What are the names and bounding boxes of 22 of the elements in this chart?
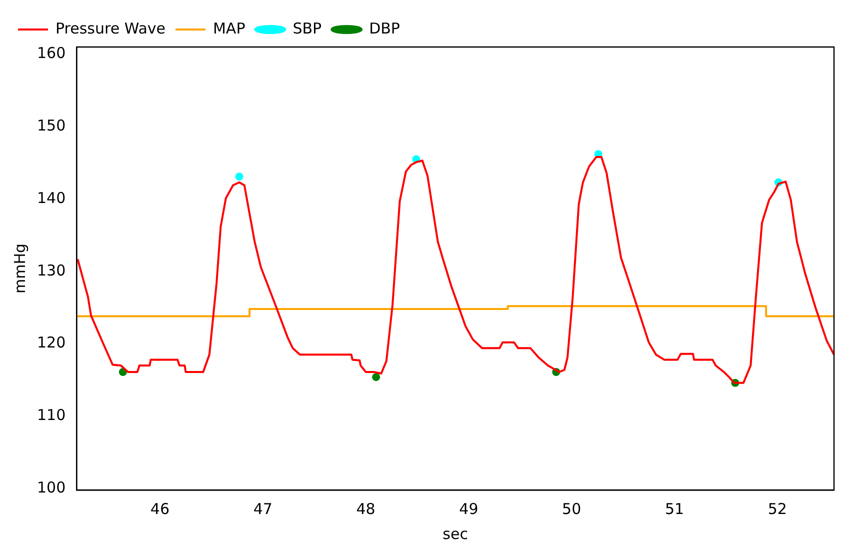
y-tick-label: 100 (36, 478, 66, 496)
x-tick-label: 52 (768, 500, 787, 518)
y-tick-label: 150 (36, 116, 66, 135)
legend-label: Pressure Wave (56, 19, 166, 38)
point (235, 172, 244, 181)
y-tick-label: 130 (36, 261, 66, 280)
legend-label: DBP (369, 19, 400, 38)
x-tick-label: 51 (664, 500, 684, 518)
y-tick-label: 120 (36, 334, 66, 352)
y-tick-label: 140 (36, 188, 66, 207)
y-axis-title: mmHg (10, 243, 29, 294)
x-tick-label: 50 (562, 500, 582, 518)
x-axis-title: sec (442, 524, 468, 543)
x-tick-label: 49 (459, 500, 478, 518)
legend-label: SBP (292, 19, 322, 38)
x-tick-label: 46 (150, 500, 170, 518)
y-tick-label: 160 (36, 44, 66, 62)
x-tick-label: 48 (356, 500, 376, 518)
point (372, 373, 380, 382)
legend-label: MAP (212, 19, 246, 38)
x-tick-label: 47 (253, 500, 272, 518)
y-tick-label: 110 (36, 406, 66, 424)
